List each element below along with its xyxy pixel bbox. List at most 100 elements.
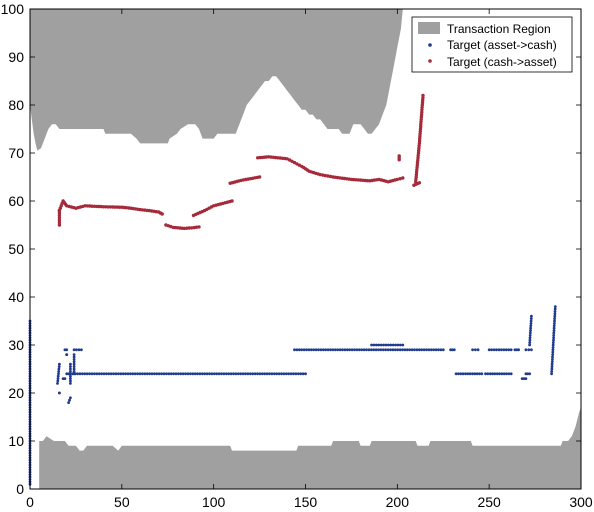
x-tick-label: 150	[294, 494, 318, 510]
data-point	[295, 348, 299, 352]
data-point	[528, 341, 532, 344]
y-tick-label: 70	[8, 145, 24, 161]
data-point	[189, 372, 192, 376]
data-point	[528, 334, 532, 337]
data-point	[403, 348, 407, 352]
y-tick-label: 60	[8, 193, 24, 209]
data-point	[552, 336, 555, 340]
data-point	[362, 348, 366, 352]
data-point	[417, 181, 422, 185]
data-point	[189, 226, 194, 230]
data-point	[417, 139, 422, 143]
data-point	[386, 348, 390, 352]
data-point	[323, 173, 327, 178]
data-point	[90, 372, 94, 376]
data-point	[69, 396, 72, 400]
data-point	[471, 348, 474, 352]
data-point	[396, 343, 400, 347]
transaction-region	[30, 9, 581, 489]
data-point	[69, 367, 72, 371]
data-point	[468, 372, 472, 376]
data-point	[76, 372, 79, 376]
data-point	[318, 172, 322, 177]
data-point	[138, 372, 142, 376]
region-upper	[30, 9, 403, 151]
data-point	[529, 329, 532, 332]
data-point	[473, 372, 477, 376]
data-point	[550, 365, 554, 368]
data-point	[553, 307, 557, 311]
data-point	[69, 365, 72, 368]
data-point	[527, 348, 531, 352]
data-point	[112, 372, 115, 376]
data-point	[517, 348, 520, 352]
legend: Transaction Region Target (asset->cash) …	[411, 16, 573, 73]
data-point	[200, 372, 204, 376]
data-point	[220, 372, 223, 376]
data-point	[57, 211, 62, 215]
data-point	[471, 372, 474, 376]
data-point	[295, 162, 299, 166]
y-tick-label: 10	[8, 433, 24, 449]
data-point	[57, 365, 61, 368]
data-point	[379, 343, 383, 347]
data-point	[234, 372, 238, 376]
data-point	[83, 372, 87, 376]
data-point	[551, 348, 555, 352]
data-point	[301, 372, 305, 376]
data-point	[229, 372, 233, 376]
data-point	[551, 353, 555, 356]
data-point	[552, 338, 555, 342]
region-lower	[39, 407, 581, 489]
data-point	[121, 372, 125, 376]
data-point	[495, 372, 499, 376]
data-point	[434, 348, 438, 352]
data-point	[395, 177, 399, 182]
data-point	[553, 312, 557, 316]
data-point	[93, 372, 96, 376]
legend-label-cash-to-asset: Target (cash->asset)	[447, 55, 557, 69]
data-point	[552, 326, 556, 330]
data-point	[441, 348, 445, 352]
data-point	[553, 310, 557, 313]
data-point	[398, 177, 402, 181]
data-point	[524, 377, 528, 380]
data-point	[509, 372, 513, 376]
series-asset-to-cash	[28, 305, 557, 486]
data-point	[162, 372, 166, 376]
data-point	[57, 216, 62, 220]
data-point	[393, 348, 397, 352]
data-point	[372, 348, 376, 352]
data-point	[530, 314, 533, 318]
data-point	[459, 372, 463, 376]
data-point	[552, 334, 556, 337]
data-point	[57, 220, 62, 225]
data-point	[507, 372, 511, 376]
data-point	[553, 317, 556, 320]
data-point	[160, 212, 164, 216]
data-point	[109, 372, 113, 376]
data-point	[72, 353, 76, 356]
data-point	[69, 372, 72, 376]
data-point	[495, 348, 498, 352]
data-point	[227, 372, 231, 376]
data-point	[265, 372, 269, 376]
data-point	[197, 225, 201, 229]
data-point	[343, 348, 347, 352]
data-point	[236, 372, 240, 376]
data-point	[502, 372, 506, 376]
x-tick-label: 50	[114, 494, 130, 510]
data-point	[78, 372, 82, 376]
data-point	[251, 372, 255, 376]
data-point	[72, 355, 76, 359]
data-point	[524, 348, 528, 352]
data-point	[375, 343, 378, 347]
data-point	[68, 398, 71, 402]
y-tick-label: 30	[8, 337, 24, 353]
data-point	[194, 225, 199, 229]
data-point	[497, 348, 501, 352]
data-point	[336, 348, 340, 352]
data-point	[432, 348, 436, 352]
data-point	[56, 374, 60, 378]
data-point	[102, 372, 106, 376]
